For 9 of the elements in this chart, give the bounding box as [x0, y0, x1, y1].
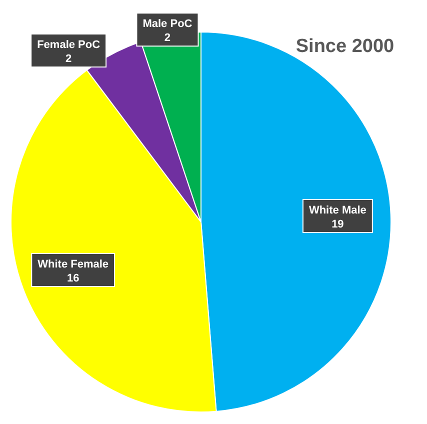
data-label: 2	[164, 32, 171, 44]
data-label: 16	[66, 272, 80, 285]
data-label: 2	[65, 53, 72, 65]
slice-label: Male PoC	[142, 18, 192, 30]
data-label: 19	[332, 218, 344, 230]
text: Since 2000	[296, 36, 394, 57]
slice-label: Female PoC	[37, 39, 100, 51]
slice-label: White Female	[38, 258, 109, 271]
slice-label: White Male	[308, 204, 366, 216]
